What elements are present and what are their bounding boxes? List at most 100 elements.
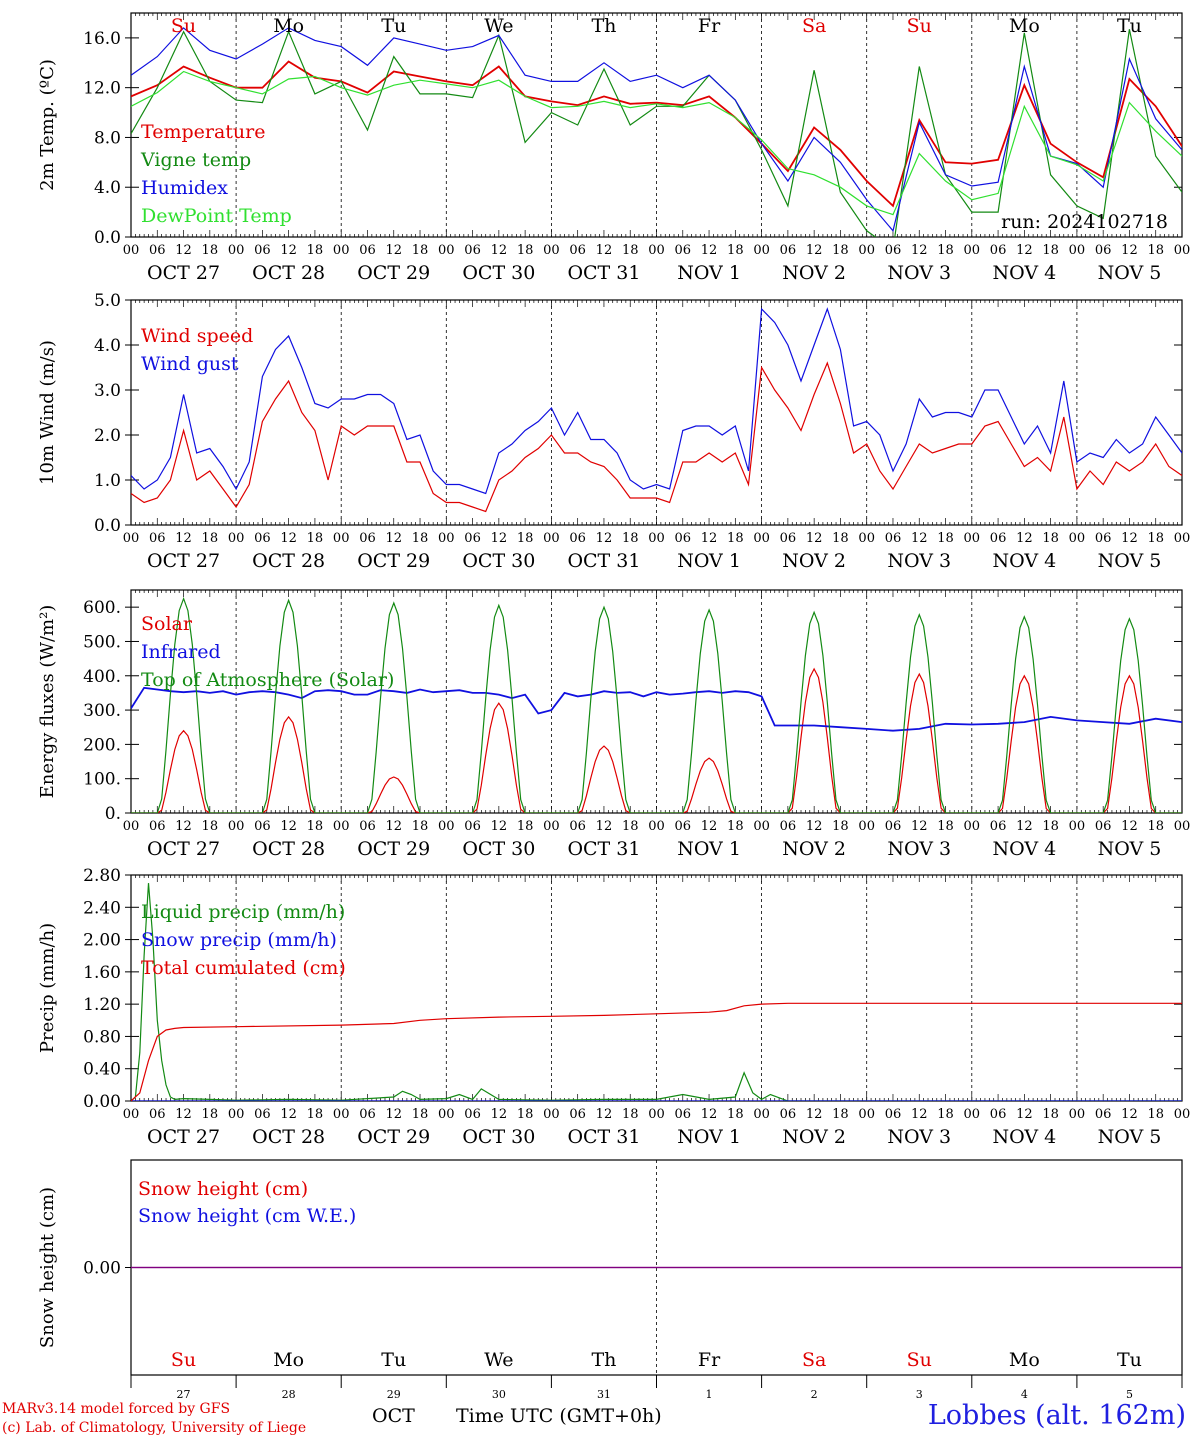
y-tick-label: 2.80	[83, 866, 121, 886]
hour-tick-label: 06	[464, 243, 481, 258]
day-of-week-label: Su	[171, 15, 196, 37]
hour-tick-label: 18	[1042, 243, 1059, 258]
hour-tick-label: 00	[543, 1107, 560, 1122]
day-of-week-label: Su	[907, 1349, 932, 1371]
hour-tick-label: 06	[254, 531, 271, 546]
panel-frame	[130, 299, 1183, 526]
date-label: OCT 27	[147, 550, 220, 572]
series-line-total-cumulated-cm-	[131, 1002, 1182, 1101]
hour-tick-label: 00	[543, 243, 560, 258]
day-of-week-label: Tu	[1117, 1349, 1142, 1371]
date-label: NOV 3	[887, 262, 951, 284]
hour-tick-label: 12	[385, 243, 402, 258]
y-tick-label: 12.0	[83, 79, 121, 99]
y-tick-label: 300.	[83, 701, 121, 721]
hour-tick-label: 18	[622, 1107, 639, 1122]
hour-tick-label: 00	[123, 243, 140, 258]
y-tick-label: 0.00	[83, 1259, 121, 1279]
hour-tick-label: 18	[727, 1107, 744, 1122]
day-of-week-label: Su	[907, 15, 932, 37]
date-label: NOV 1	[677, 1126, 741, 1148]
hour-tick-label: 12	[175, 243, 192, 258]
hour-tick-label: 06	[254, 243, 271, 258]
hour-tick-label: 06	[780, 1107, 797, 1122]
hour-tick-label: 06	[675, 819, 692, 834]
hour-tick-label: 00	[964, 243, 981, 258]
date-label: NOV 3	[887, 838, 951, 860]
hour-tick-label: 18	[622, 531, 639, 546]
day-of-week-label: We	[484, 1349, 513, 1371]
lab-credit: (c) Lab. of Climatology, University of L…	[2, 1420, 307, 1436]
legend-top-of-atmosphere-solar-: Top of Atmosphere (Solar)	[141, 669, 394, 691]
hour-tick-label: 00	[858, 531, 875, 546]
panel-4: 00 06 12 18 00 06 12 18 00 06 12 18 00 06 12 18 00 06 12 18…	[37, 866, 1190, 1148]
hour-tick-label: 18	[1042, 1107, 1059, 1122]
legend-snow-height-cm-w-e-: Snow height (cm W.E.)	[138, 1205, 356, 1227]
y-tick-label: 0.00	[83, 1092, 121, 1112]
date-label: NOV 5	[1098, 1126, 1162, 1148]
hour-tick-label: 12	[701, 819, 718, 834]
hour-tick-label: 06	[569, 1107, 586, 1122]
hour-tick-label: 18	[1147, 819, 1164, 834]
hour-tick-label: 18	[937, 243, 954, 258]
hour-tick-label: 06	[149, 1107, 166, 1122]
day-of-week-label: Sa	[802, 15, 826, 37]
hour-tick-label: 12	[491, 531, 508, 546]
hour-tick-label: 18	[1147, 243, 1164, 258]
hour-tick-label: 06	[1095, 243, 1112, 258]
hour-tick-label: 12	[1121, 819, 1138, 834]
panel-frame	[130, 12, 1183, 238]
hour-tick-label: 00	[964, 1107, 981, 1122]
hour-tick-label: 12	[280, 1107, 297, 1122]
hour-tick-label: 06	[464, 1107, 481, 1122]
hour-tick-label: 18	[517, 243, 534, 258]
series-line-top-of-atmosphere-solar-	[131, 596, 1182, 813]
hour-tick-label: 00	[333, 819, 350, 834]
hour-tick-label: 18	[517, 819, 534, 834]
hour-tick-label: 06	[675, 243, 692, 258]
hour-tick-label: 12	[175, 1107, 192, 1122]
day-number-label: 4	[1021, 1388, 1028, 1400]
hour-tick-label: 06	[780, 531, 797, 546]
hour-tick-label: 12	[491, 819, 508, 834]
hour-tick-label: 00	[228, 1107, 245, 1122]
hour-tick-label: 06	[359, 819, 376, 834]
hour-tick-label: 06	[254, 1107, 271, 1122]
date-label: OCT 27	[147, 262, 220, 284]
hour-tick-label: 18	[1042, 531, 1059, 546]
date-label: OCT 27	[147, 1126, 220, 1148]
day-of-week-label: Mo	[273, 15, 304, 37]
y-tick-label: 600.	[83, 598, 121, 618]
hour-tick-label: 00	[753, 1107, 770, 1122]
date-label: OCT 28	[252, 550, 325, 572]
hour-tick-label: 00	[333, 531, 350, 546]
hour-tick-label: 12	[911, 819, 928, 834]
hour-tick-label: 00	[543, 819, 560, 834]
hour-tick-label: 12	[596, 1107, 613, 1122]
hour-tick-label: 12	[385, 531, 402, 546]
hour-tick-label: 06	[990, 531, 1007, 546]
date-label: OCT 28	[252, 1126, 325, 1148]
date-label: NOV 4	[992, 550, 1056, 572]
day-of-week-label: Su	[171, 1349, 196, 1371]
hour-tick-label: 00	[438, 819, 455, 834]
legend-snow-height-cm-: Snow height (cm)	[138, 1178, 308, 1200]
hour-tick-label: 00	[648, 243, 665, 258]
hour-tick-label: 06	[1095, 531, 1112, 546]
hour-tick-label: 18	[937, 819, 954, 834]
date-label: NOV 4	[992, 1126, 1056, 1148]
legend-liquid-precip-mm-h-: Liquid precip (mm/h)	[141, 901, 345, 923]
date-label: OCT 29	[357, 1126, 430, 1148]
day-number-label: 31	[597, 1388, 611, 1400]
legend-vigne-temp: Vigne temp	[140, 149, 251, 171]
series-line-wind-gust	[131, 307, 1182, 495]
hour-tick-label: 06	[990, 819, 1007, 834]
hour-tick-label: 00	[1174, 531, 1191, 546]
hour-tick-label: 12	[806, 819, 823, 834]
hour-tick-label: 06	[359, 243, 376, 258]
hour-tick-label: 18	[727, 819, 744, 834]
hour-tick-label: 06	[1095, 1107, 1112, 1122]
y-tick-label: 0.0	[94, 516, 121, 536]
hour-tick-label: 06	[990, 1107, 1007, 1122]
hour-tick-label: 00	[1069, 243, 1086, 258]
